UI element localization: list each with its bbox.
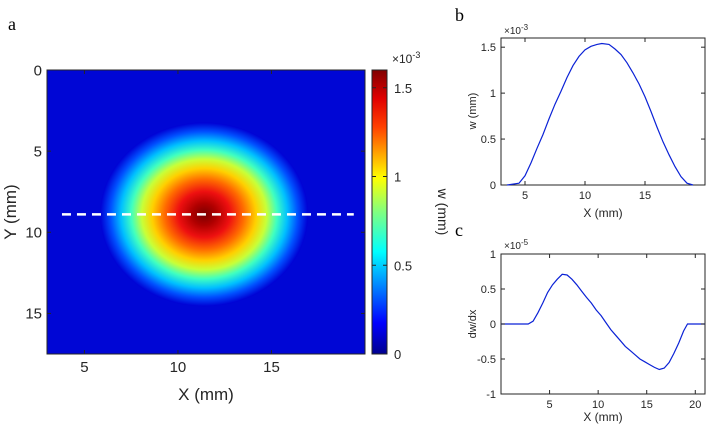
panel-c-ytick-label: -0.5 — [477, 354, 496, 366]
panel-c-xtick-label: 20 — [689, 399, 701, 411]
panel-c-xtick-label: 10 — [592, 399, 604, 411]
panel-c-line-series — [501, 273, 705, 371]
panel-b-xtick-label: 5 — [522, 190, 528, 202]
panel-label-c: c — [455, 220, 463, 240]
panel-c-ylabel: dw/dx — [467, 309, 479, 338]
panel-label-a: a — [8, 14, 16, 34]
panel-c: 5 10 15 20 -1 -0.5 0 0.5 1 ×10-5 X (mm) dw/dx — [467, 238, 706, 424]
heatmap-xtick-label: 15 — [263, 359, 280, 376]
panel-b: 5 10 15 0 0.5 1 1.5 ×10-3 X (mm) w (mm) — [467, 23, 706, 220]
panel-b-ytick-label: 0 — [490, 180, 496, 192]
panel-c-exponent: ×10-5 — [504, 238, 529, 252]
panel-c-xtick-label: 5 — [547, 399, 553, 411]
panel-b-line-series — [506, 42, 694, 186]
panel-b-ytick-label: 1.5 — [481, 42, 496, 54]
panel-c-xlabel: X (mm) — [583, 410, 622, 424]
panel-b-ylabel: w (mm) — [467, 93, 479, 131]
panel-label-b: b — [455, 5, 464, 25]
panel-b-exponent: ×10-3 — [504, 23, 529, 37]
panel-c-ytick-label: 1 — [490, 249, 496, 261]
panel-c-xtick-label: 15 — [641, 399, 653, 411]
heatmap-xtick-label: 5 — [80, 359, 88, 376]
colorbar-exponent: ×10-3 — [392, 50, 420, 66]
panel-b-xtick-label: 10 — [579, 190, 591, 202]
colorbar-gradient — [371, 69, 388, 355]
heatmap-xtick-label: 10 — [170, 359, 187, 376]
panel-b-ytick-label: 0.5 — [481, 134, 496, 146]
heatmap-panel: 5 10 15 0 5 10 15 X (mm) Y (mm) — [1, 62, 366, 404]
heatmap-xlabel: X (mm) — [178, 385, 234, 404]
panel-b-ytick-label: 1 — [490, 88, 496, 100]
colorbar-label: w (mm) — [435, 188, 451, 236]
heatmap-frame — [46, 69, 366, 355]
heatmap-ytick-label: 0 — [34, 62, 42, 79]
panel-c-frame — [500, 253, 706, 395]
colorbar: 0 0.5 1 1.5 ×10-3 w (mm) — [371, 50, 451, 362]
heatmap-ytick-label: 10 — [25, 225, 42, 242]
colorbar-tick-label: 0.5 — [394, 258, 412, 273]
panel-c-ytick-label: 0 — [490, 319, 496, 331]
colorbar-tick-label: 1.5 — [394, 81, 412, 96]
colorbar-tick-label: 1 — [394, 170, 401, 185]
heatmap-ytick-label: 15 — [25, 306, 42, 323]
panel-c-ytick-label: 0.5 — [481, 284, 496, 296]
colorbar-tick-label: 0 — [394, 347, 401, 362]
panel-b-frame — [500, 37, 706, 186]
panel-b-xtick-label: 15 — [639, 190, 651, 202]
heatmap-ytick-label: 5 — [34, 143, 42, 160]
heatmap-ylabel: Y (mm) — [1, 184, 20, 239]
panel-c-ytick-label: -1 — [486, 389, 496, 401]
panel-b-xlabel: X (mm) — [583, 206, 622, 220]
